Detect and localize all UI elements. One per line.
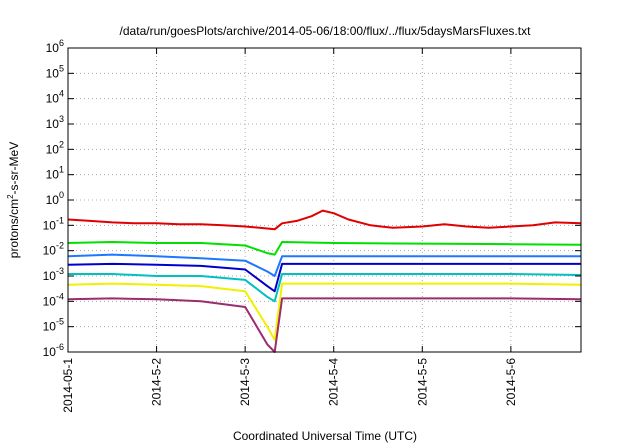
y-tick-label: 100 xyxy=(46,190,64,207)
y-tick-label-exp: 4 xyxy=(59,89,64,99)
y-tick-label: 102 xyxy=(46,139,64,156)
y-tick-label-exp: -2 xyxy=(56,241,64,251)
x-tick-label: 2014-5-6 xyxy=(504,358,518,406)
y-axis-label-sup: 2 xyxy=(6,194,15,199)
y-axis-ticks: 10-610-510-410-310-210-11001011021031041… xyxy=(43,38,581,359)
y-tick-label: 10-3 xyxy=(43,266,64,283)
series-line-7 xyxy=(67,297,582,353)
y-tick-label-exp: 0 xyxy=(59,190,64,200)
y-axis-label: protons/cm2-s-sr-MeV xyxy=(6,142,21,258)
y-tick-label-exp: -4 xyxy=(56,291,64,301)
y-tick-label-base: 10 xyxy=(46,193,60,207)
y-tick-label: 104 xyxy=(46,89,64,106)
y-tick-label: 10-2 xyxy=(43,241,64,258)
series-line-4 xyxy=(67,262,581,293)
y-tick-label: 10-1 xyxy=(43,215,64,232)
y-tick-label-exp: 6 xyxy=(59,38,64,48)
y-tick-label: 106 xyxy=(46,38,64,55)
y-tick-label-base: 10 xyxy=(46,117,60,131)
y-tick-label-base: 10 xyxy=(46,92,60,106)
y-tick-label-exp: 1 xyxy=(59,165,64,175)
x-tick-label: 2014-5-2 xyxy=(150,358,164,406)
y-tick-label-base: 10 xyxy=(46,66,60,80)
y-tick-label-base: 10 xyxy=(46,142,60,156)
x-tick-label: 2014-05-1 xyxy=(61,358,75,413)
y-tick-label-exp: -3 xyxy=(56,266,64,276)
series-line-5 xyxy=(68,273,582,303)
y-tick-label: 10-6 xyxy=(43,342,64,359)
y-axis-label-rest: -s-sr-MeV xyxy=(7,142,21,195)
series-line-1 xyxy=(67,209,582,231)
y-tick-label-exp: -5 xyxy=(56,317,64,327)
series-line-3 xyxy=(67,253,581,277)
x-tick-label: 2014-5-5 xyxy=(415,358,429,406)
y-tick-label-exp: -1 xyxy=(56,215,64,225)
y-tick-label-base: 10 xyxy=(43,294,57,308)
y-tick-label-base: 10 xyxy=(43,218,57,232)
series-lines xyxy=(67,209,582,353)
y-tick-label-base: 10 xyxy=(43,345,57,359)
y-tick-label: 103 xyxy=(46,114,64,131)
y-tick-label-base: 10 xyxy=(43,269,57,283)
series-line-2 xyxy=(67,241,582,256)
x-axis-label: Coordinated Universal Time (UTC) xyxy=(233,429,417,443)
x-tick-label: 2014-5-3 xyxy=(238,358,252,406)
x-axis-ticks: 2014-05-1 2014-5-2 2014-5-3 2014-5-4 2014-5-… xyxy=(61,48,518,413)
y-tick-label-exp: 5 xyxy=(59,63,64,73)
y-tick-label-exp: 3 xyxy=(59,114,64,124)
grid-lines xyxy=(67,47,581,353)
y-tick-label-base: 10 xyxy=(46,168,60,182)
y-tick-label-base: 10 xyxy=(46,41,60,55)
y-tick-label: 105 xyxy=(46,63,64,80)
y-tick-label: 10-4 xyxy=(43,291,64,308)
y-tick-label-base: 10 xyxy=(43,320,57,334)
x-tick-label: 2014-5-4 xyxy=(327,358,341,406)
y-tick-label-exp: -6 xyxy=(56,342,64,352)
y-tick-label-exp: 2 xyxy=(59,139,64,149)
y-tick-label-base: 10 xyxy=(43,244,57,258)
y-axis-label-base: protons/cm xyxy=(7,199,21,258)
chart-title: /data/run/goesPlots/archive/2014-05-06/1… xyxy=(120,24,532,38)
y-tick-label: 101 xyxy=(46,165,64,182)
series-line-6 xyxy=(67,282,582,341)
y-tick-label: 10-5 xyxy=(43,317,64,334)
